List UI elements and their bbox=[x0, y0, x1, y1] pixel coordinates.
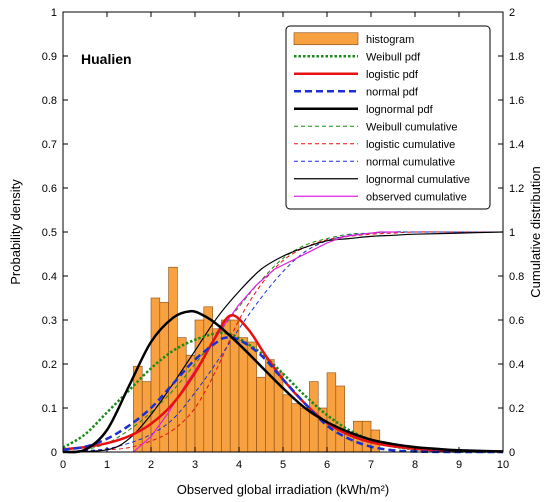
histogram-bar bbox=[221, 320, 230, 452]
x-tick-label: 0 bbox=[60, 459, 66, 471]
right-y-tick-label: 2 bbox=[509, 7, 515, 19]
left-y-tick-label: 0.3 bbox=[42, 315, 57, 327]
x-axis-label: Observed global irradiation (kWh/m²) bbox=[177, 482, 389, 497]
x-tick-label: 8 bbox=[412, 459, 418, 471]
x-tick-label: 9 bbox=[456, 459, 462, 471]
histogram-bar bbox=[327, 373, 336, 452]
left-y-tick-label: 0.7 bbox=[42, 139, 57, 151]
left-y-tick-label: 0 bbox=[51, 447, 57, 459]
legend-swatch bbox=[294, 33, 358, 45]
legend-label: Weibull cumulative bbox=[366, 121, 458, 133]
histogram-bar bbox=[257, 377, 266, 452]
x-tick-label: 6 bbox=[324, 459, 330, 471]
legend-label: lognormal cumulative bbox=[366, 174, 470, 186]
right-y-tick-label: 1.4 bbox=[509, 139, 524, 151]
x-tick-label: 5 bbox=[280, 459, 286, 471]
x-tick-label: 10 bbox=[497, 459, 509, 471]
right-y-tick-label: 0.8 bbox=[509, 271, 524, 283]
right-y-tick-label: 1.2 bbox=[509, 183, 524, 195]
legend-label: normal cumulative bbox=[366, 156, 455, 168]
histogram-bar bbox=[239, 338, 248, 452]
legend-label: normal pdf bbox=[366, 86, 419, 98]
left-y-tick-label: 1 bbox=[51, 7, 57, 19]
legend: histogram Weibull pdf logistic pdf normal p… bbox=[286, 26, 490, 209]
right-y-tick-label: 0.6 bbox=[509, 315, 524, 327]
left-y-axis-ticks: 0 0.1 0.2 0.3 0.4 0.5 0.6 0.7 0.8 0.9 1 bbox=[42, 7, 68, 459]
right-y-tick-label: 0.2 bbox=[509, 403, 524, 415]
right-y-tick-label: 1.8 bbox=[509, 51, 524, 63]
histogram-bar bbox=[336, 386, 345, 452]
legend-label: Weibull pdf bbox=[366, 51, 421, 63]
right-y-axis-label: Cumulative distribution bbox=[528, 166, 543, 298]
histogram-bars bbox=[133, 267, 379, 452]
left-y-tick-label: 0.9 bbox=[42, 51, 57, 63]
legend-label: lognormal pdf bbox=[366, 104, 434, 116]
x-tick-label: 7 bbox=[368, 459, 374, 471]
histogram-bar bbox=[301, 408, 310, 452]
legend-label: observed cumulative bbox=[366, 191, 467, 203]
x-tick-label: 1 bbox=[104, 459, 110, 471]
right-y-tick-label: 0.4 bbox=[509, 359, 524, 371]
x-tick-label: 2 bbox=[148, 459, 154, 471]
x-tick-label: 4 bbox=[236, 459, 242, 471]
left-y-tick-label: 0.8 bbox=[42, 95, 57, 107]
left-y-tick-label: 0.6 bbox=[42, 183, 57, 195]
legend-label: logistic cumulative bbox=[366, 139, 455, 151]
left-y-axis-label: Probability density bbox=[8, 179, 23, 285]
right-y-tick-label: 1 bbox=[509, 227, 515, 239]
station-annotation: Hualien bbox=[81, 51, 132, 67]
x-tick-label: 3 bbox=[192, 459, 198, 471]
histogram-bar bbox=[213, 329, 222, 452]
histogram-bar bbox=[169, 267, 178, 452]
right-y-axis-ticks: 0 0.2 0.4 0.6 0.8 1 1.2 1.4 1.6 1.8 2 bbox=[498, 7, 524, 459]
left-y-tick-label: 0.4 bbox=[42, 271, 57, 283]
legend-label: histogram bbox=[366, 34, 414, 46]
histogram-bar bbox=[151, 298, 160, 452]
histogram-bar bbox=[292, 404, 301, 452]
histogram-bar bbox=[283, 395, 292, 452]
right-y-tick-label: 1.6 bbox=[509, 95, 524, 107]
left-y-tick-label: 0.5 bbox=[42, 227, 57, 239]
right-y-tick-label: 0 bbox=[509, 447, 515, 459]
legend-label: logistic pdf bbox=[366, 69, 419, 81]
left-y-tick-label: 0.1 bbox=[42, 403, 57, 415]
left-y-tick-label: 0.2 bbox=[42, 359, 57, 371]
